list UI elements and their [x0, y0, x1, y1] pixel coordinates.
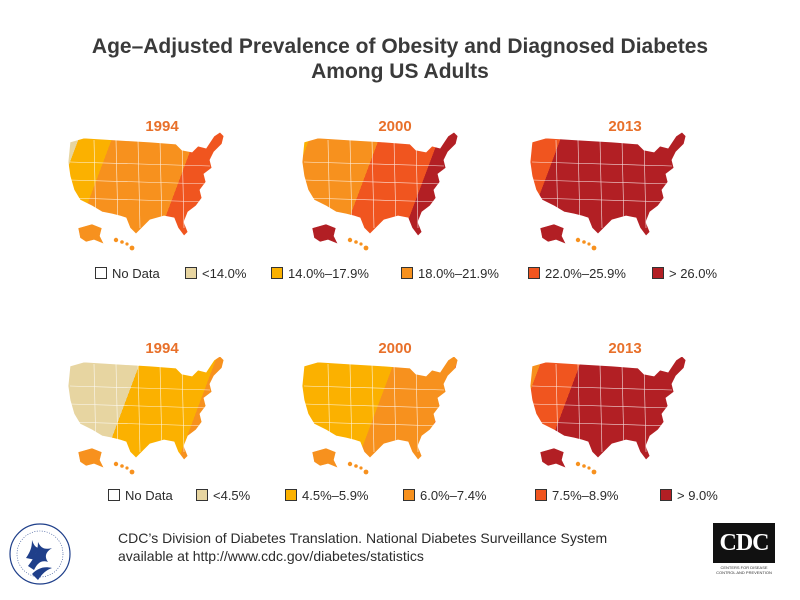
obesity-legend-item: No Data: [95, 263, 160, 283]
obesity-legend-item: > 26.0%: [652, 263, 717, 283]
diabetes-legend-item: 6.0%–7.4%: [403, 485, 487, 505]
hawaii-shape: [113, 461, 135, 475]
legend-swatch: [271, 267, 283, 279]
legend-swatch: [660, 489, 672, 501]
obesity-1994-us-map: [67, 131, 225, 251]
legend-swatch: [185, 267, 197, 279]
obesity-legend-item: 18.0%–21.9%: [401, 263, 499, 283]
diabetes-2000-us-map: [301, 355, 459, 475]
title-line-1: Age–Adjusted Prevalence of Obesity and D…: [91, 35, 709, 58]
obesity-2000-us-map: [301, 131, 459, 251]
cdc-logo-tagline: CENTERS FOR DISEASE CONTROL AND PREVENTI…: [716, 565, 772, 575]
legend-swatch: [401, 267, 413, 279]
legend-swatch: [528, 267, 540, 279]
legend-label: 4.5%–5.9%: [302, 487, 369, 503]
obesity-legend-item: 22.0%–25.9%: [528, 263, 626, 283]
hawaii-shape: [575, 461, 597, 475]
alaska-shape: [77, 223, 105, 245]
state-borders: [531, 363, 673, 453]
diabetes-1994-us-map: [67, 355, 225, 475]
hawaii-shape: [113, 237, 135, 251]
diabetes-legend: No Data <4.5% 4.5%–5.9% 6.0%–7.4% 7.5%–8…: [0, 485, 800, 505]
legend-label: No Data: [125, 487, 173, 503]
contiguous-us-shape: [529, 131, 687, 237]
legend-swatch: [285, 489, 297, 501]
hawaii-shape: [347, 461, 369, 475]
diabetes-1994-year-label: 1994: [145, 340, 179, 357]
diabetes-legend-item: <4.5%: [196, 485, 250, 505]
legend-label: 6.0%–7.4%: [420, 487, 487, 503]
legend-swatch: [95, 267, 107, 279]
alaska-shape: [539, 223, 567, 245]
legend-label: 22.0%–25.9%: [545, 265, 626, 281]
obesity-1994-year-label: 1994: [145, 118, 179, 135]
legend-swatch: [196, 489, 208, 501]
legend-label: 7.5%–8.9%: [552, 487, 619, 503]
footer-line-1: CDC’s Division of Diabetes Translation. …: [118, 530, 608, 546]
alaska-shape: [539, 447, 567, 469]
footer-source: CDC’s Division of Diabetes Translation. …: [118, 529, 698, 565]
diabetes-legend-item: 4.5%–5.9%: [285, 485, 369, 505]
footer-line-2: available at http://www.cdc.gov/diabetes…: [118, 548, 424, 564]
obesity-2013-us-map: [529, 131, 687, 251]
legend-swatch: [403, 489, 415, 501]
alaska-shape: [77, 447, 105, 469]
cdc-logo: CDC CENTERS FOR DISEASE CONTROL AND PREV…: [713, 523, 775, 575]
legend-label: 18.0%–21.9%: [418, 265, 499, 281]
alaska-shape: [311, 223, 339, 245]
state-borders: [303, 363, 445, 453]
hawaii-shape: [347, 237, 369, 251]
legend-label: 14.0%–17.9%: [288, 265, 369, 281]
legend-label: <14.0%: [202, 265, 247, 281]
diabetes-2000-year-label: 2000: [378, 340, 412, 357]
state-borders: [69, 363, 211, 453]
legend-label: <4.5%: [213, 487, 251, 503]
contiguous-us-shape: [67, 131, 225, 237]
diabetes-2013-us-map: [529, 355, 687, 475]
state-borders: [303, 139, 445, 229]
contiguous-us-shape: [301, 131, 459, 237]
state-borders: [69, 139, 211, 229]
obesity-legend-item: <14.0%: [185, 263, 246, 283]
state-borders: [531, 139, 673, 229]
obesity-legend-item: 14.0%–17.9%: [271, 263, 369, 283]
contiguous-us-shape: [67, 355, 225, 461]
legend-label: > 9.0%: [677, 487, 718, 503]
hhs-eagle-logo: [9, 523, 71, 585]
alaska-shape: [311, 447, 339, 469]
contiguous-us-shape: [301, 355, 459, 461]
diabetes-2013-year-label: 2013: [608, 340, 642, 357]
obesity-legend: No Data <14.0% 14.0%–17.9% 18.0%–21.9% 2…: [0, 263, 800, 283]
obesity-2000-year-label: 2000: [378, 118, 412, 135]
legend-label: > 26.0%: [669, 265, 718, 281]
legend-swatch: [535, 489, 547, 501]
contiguous-us-shape: [529, 355, 687, 461]
title-line-2: Among US Adults: [311, 60, 489, 83]
cdc-logo-wordmark: CDC: [713, 523, 775, 563]
diabetes-legend-item: No Data: [108, 485, 173, 505]
hawaii-shape: [575, 237, 597, 251]
legend-swatch: [652, 267, 664, 279]
legend-label: No Data: [112, 265, 160, 281]
legend-swatch: [108, 489, 120, 501]
diabetes-legend-item: > 9.0%: [660, 485, 718, 505]
obesity-2013-year-label: 2013: [608, 118, 642, 135]
diabetes-legend-item: 7.5%–8.9%: [535, 485, 619, 505]
